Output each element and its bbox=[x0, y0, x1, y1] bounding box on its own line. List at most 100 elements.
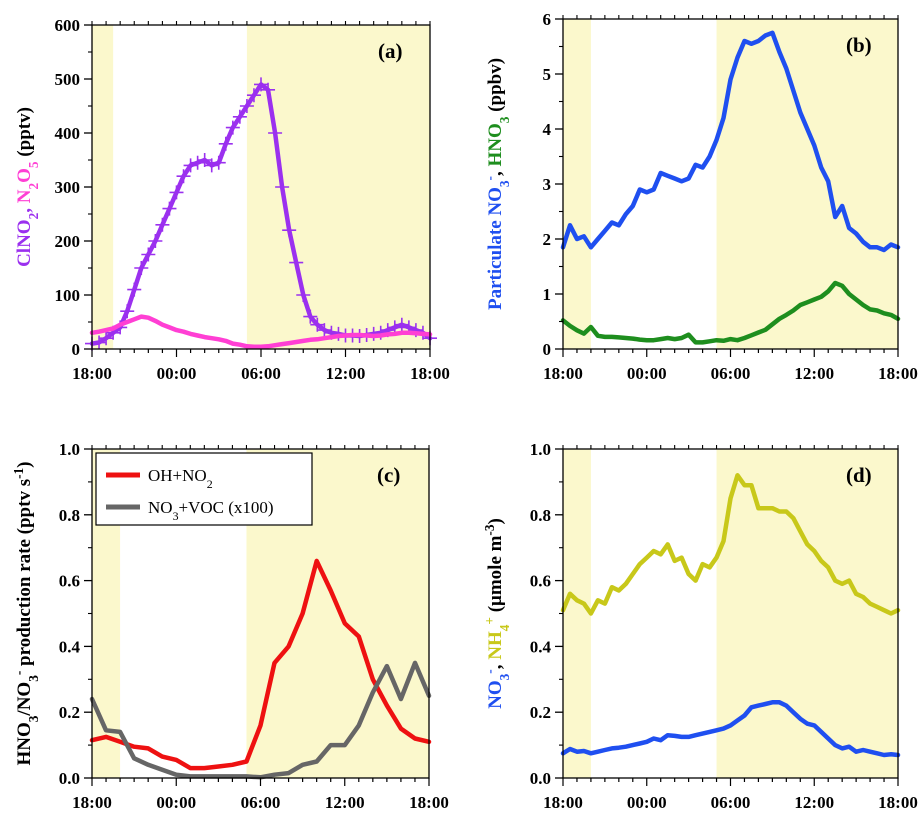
x-tick-label: 12:00 bbox=[326, 364, 366, 383]
series-n2o5 bbox=[89, 314, 433, 350]
subscript: 2 bbox=[26, 212, 41, 219]
label-part: , bbox=[485, 660, 506, 670]
label-part: (μmole m bbox=[485, 535, 506, 617]
series-line bbox=[89, 314, 433, 350]
superscript: - bbox=[11, 671, 26, 675]
y-tick-label: 600 bbox=[55, 16, 81, 35]
shaded-interval bbox=[92, 25, 114, 349]
panel-label: (a) bbox=[378, 39, 403, 63]
data-point bbox=[246, 88, 261, 103]
label-part: ClNO bbox=[14, 219, 35, 267]
x-tick-label: 18:00 bbox=[72, 364, 112, 383]
data-point bbox=[148, 234, 163, 248]
data-point bbox=[155, 217, 170, 232]
x-tick-label: 12:00 bbox=[325, 793, 365, 812]
x-tick-label: 06:00 bbox=[241, 364, 281, 383]
data-point bbox=[317, 323, 332, 338]
x-tick-label: 06:00 bbox=[711, 793, 751, 812]
data-point bbox=[190, 155, 205, 170]
series-hno3 bbox=[560, 280, 901, 345]
data-point bbox=[261, 82, 276, 97]
label-part: NH bbox=[485, 631, 506, 660]
label-part: ) bbox=[14, 462, 35, 468]
data-point bbox=[134, 261, 149, 275]
subscript: 5 bbox=[26, 161, 41, 168]
y-tick-label: 0.4 bbox=[530, 637, 552, 656]
data-point bbox=[296, 288, 311, 302]
x-tick-label: 18:00 bbox=[72, 793, 112, 812]
x-tick-label: 18:00 bbox=[410, 364, 450, 383]
x-tick-label: 06:00 bbox=[711, 364, 751, 383]
x-tick-label: 18:00 bbox=[878, 793, 918, 812]
y-tick-label: 0 bbox=[543, 340, 552, 359]
series-no3- bbox=[560, 700, 901, 758]
subscript: 3 bbox=[497, 180, 512, 187]
x-tick-label: 18:00 bbox=[543, 364, 583, 383]
x-tick-label: 12:00 bbox=[794, 364, 834, 383]
series-line bbox=[560, 30, 901, 253]
data-point bbox=[232, 109, 247, 124]
label-part: (pptv) bbox=[14, 107, 35, 161]
y-tick-label: 500 bbox=[55, 70, 81, 89]
series-line bbox=[89, 558, 432, 771]
superscript: -1 bbox=[11, 468, 26, 479]
data-point bbox=[141, 247, 156, 262]
y-tick-label: 0 bbox=[72, 340, 81, 359]
subscript: 2 bbox=[26, 183, 41, 190]
label-part: (ppbv) bbox=[485, 58, 506, 117]
data-point bbox=[275, 180, 290, 194]
label-part: Particulate NO bbox=[485, 187, 506, 310]
y-tick-label: 4 bbox=[543, 120, 552, 139]
x-tick-label: 00:00 bbox=[156, 793, 196, 812]
subscript: 3 bbox=[497, 116, 512, 123]
subscript: 3 bbox=[26, 715, 41, 722]
panel-a: 0 100 200 300 400 500 600 18:00 00:00 06:00 12:00 1… bbox=[14, 16, 450, 383]
data-point bbox=[289, 255, 304, 270]
data-point bbox=[162, 201, 177, 216]
label-part: , bbox=[14, 203, 35, 213]
x-tick-label: 18:00 bbox=[543, 793, 583, 812]
shaded-interval bbox=[716, 19, 898, 349]
data-point bbox=[204, 158, 219, 173]
y-tick-label: 1.0 bbox=[530, 440, 551, 459]
superscript: - bbox=[482, 176, 497, 180]
x-tick-label: 00:00 bbox=[157, 364, 197, 383]
data-point bbox=[303, 309, 318, 324]
label-part: +VOC (x100) bbox=[179, 498, 274, 517]
panel-c: 0.0 0.2 0.4 0.6 0.8 1.0 18:00 00:00 06:00 12:00 18… bbox=[11, 440, 449, 812]
data-point bbox=[197, 153, 212, 167]
data-point bbox=[127, 282, 142, 297]
data-point bbox=[282, 223, 297, 238]
data-point bbox=[176, 169, 191, 184]
label-part: N bbox=[14, 189, 35, 203]
y-tick-label: 0.6 bbox=[530, 572, 551, 591]
label-part: OH+NO bbox=[148, 466, 207, 485]
data-point bbox=[169, 185, 184, 200]
y-tick-label: 200 bbox=[55, 232, 81, 251]
y-tick-label: 0.4 bbox=[59, 637, 81, 656]
label-part: O bbox=[14, 168, 35, 183]
y-tick-label: 400 bbox=[55, 124, 81, 143]
y-axis-label: Particulate NO3-, HNO3 (ppbv) bbox=[482, 58, 512, 310]
series-line bbox=[560, 473, 901, 616]
data-point bbox=[394, 317, 409, 332]
superscript: -3 bbox=[482, 524, 497, 535]
y-axis-label: NO3-, NH4+ (μmole m-3) bbox=[482, 518, 512, 709]
x-tick-label: 00:00 bbox=[627, 364, 667, 383]
series-line bbox=[89, 660, 432, 780]
series-line bbox=[560, 700, 901, 758]
data-point bbox=[218, 136, 233, 151]
y-tick-label: 0.6 bbox=[59, 572, 80, 591]
y-tick-label: 300 bbox=[55, 178, 81, 197]
label-part: ) bbox=[485, 518, 506, 524]
panel-label: (c) bbox=[377, 463, 400, 487]
x-tick-label: 12:00 bbox=[794, 793, 834, 812]
y-tick-label: 0.8 bbox=[59, 506, 80, 525]
legend-entry: NO3+VOC (x100) bbox=[148, 498, 274, 523]
x-tick-label: 06:00 bbox=[241, 793, 281, 812]
superscript: + bbox=[482, 617, 497, 625]
data-point bbox=[99, 331, 114, 346]
y-tick-label: 1 bbox=[543, 285, 552, 304]
subscript: 3 bbox=[26, 675, 41, 682]
